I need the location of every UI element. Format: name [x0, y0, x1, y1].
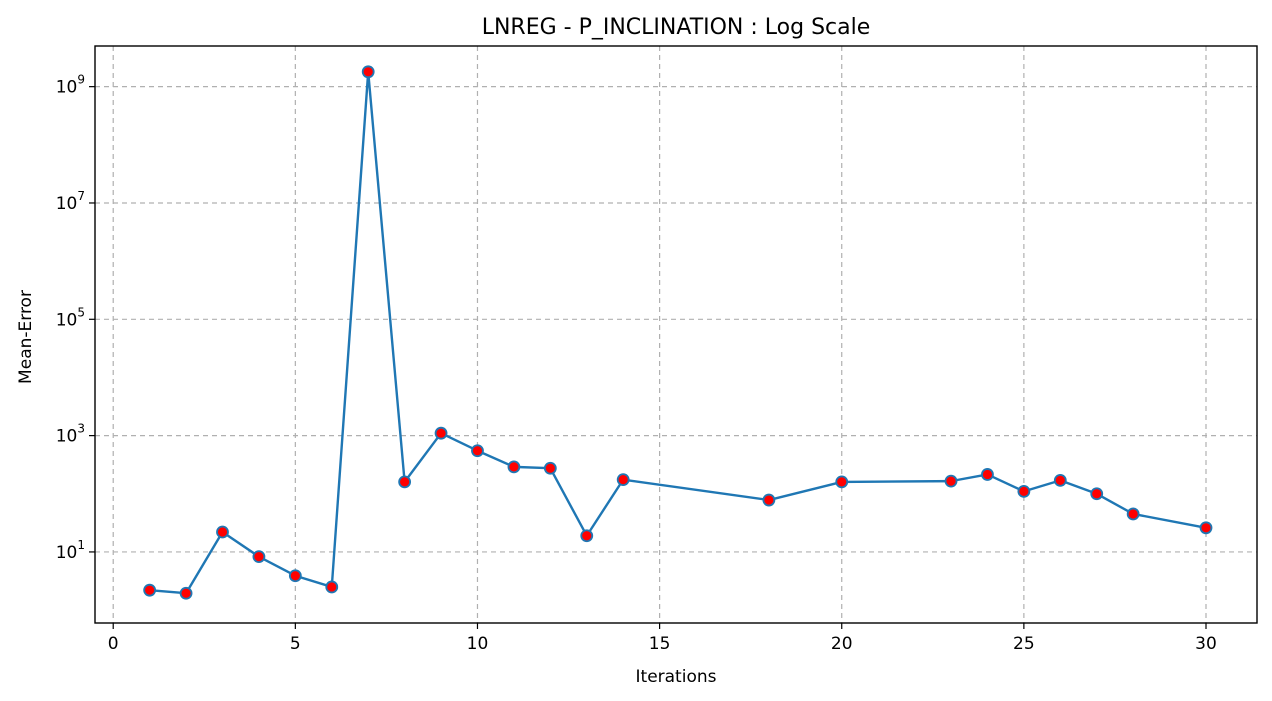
data-point — [1017, 484, 1031, 498]
data-point — [1199, 521, 1213, 535]
data-point — [981, 468, 994, 481]
data-point-layer — [143, 65, 1213, 600]
y-tick-base: 10 — [56, 78, 78, 98]
x-tick-label: 0 — [108, 634, 119, 654]
data-point — [616, 473, 630, 487]
plot-frame — [94, 45, 1258, 624]
data-point — [543, 461, 557, 475]
data-point — [325, 580, 339, 594]
data-point — [944, 474, 958, 488]
y-tick-exponent: 5 — [77, 305, 85, 319]
data-point — [507, 460, 521, 474]
x-tick-label: 25 — [1013, 634, 1035, 654]
y-tick-label: 105 — [56, 305, 85, 330]
y-tick-label: 101 — [56, 538, 85, 563]
y-tick-label: 103 — [56, 422, 85, 447]
data-point — [762, 493, 776, 507]
y-tick-exponent: 1 — [77, 538, 85, 552]
data-point — [835, 475, 849, 489]
y-axis-label: Mean-Error — [16, 290, 36, 384]
data-point — [288, 569, 302, 583]
data-point — [580, 529, 594, 543]
x-tick-label: 30 — [1195, 634, 1217, 654]
data-point — [179, 586, 193, 600]
y-tick-base: 10 — [56, 310, 78, 330]
x-tick-label: 5 — [290, 634, 301, 654]
series-line — [149, 70, 1207, 595]
y-tick-label: 109 — [56, 73, 85, 98]
grid — [95, 46, 1257, 623]
x-tick-label: 10 — [467, 634, 489, 654]
y-tick-base: 10 — [56, 543, 78, 563]
data-point — [1090, 487, 1104, 501]
y-tick-base: 10 — [56, 194, 78, 214]
y-tick-exponent: 3 — [77, 422, 85, 436]
data-point — [471, 444, 484, 458]
y-tick-label: 107 — [56, 189, 85, 214]
y-tick-exponent: 7 — [77, 189, 85, 203]
data-point — [361, 65, 375, 79]
data-point — [1126, 507, 1140, 521]
x-tick-label: 15 — [649, 634, 671, 654]
data-point — [216, 525, 229, 539]
y-tick-exponent: 9 — [77, 73, 85, 87]
data-point — [252, 550, 266, 564]
data-point — [143, 583, 157, 597]
data-point — [1053, 473, 1067, 487]
data-point — [434, 426, 448, 440]
series-line-layer — [149, 70, 1207, 595]
chart-title: LNREG - P_INCLINATION : Log Scale — [482, 15, 871, 40]
x-tick-label: 20 — [831, 634, 853, 654]
data-point — [398, 475, 412, 489]
x-axis-label: Iterations — [636, 667, 717, 687]
x-axis: 0 5 10 15 20 25 30 — [108, 623, 1217, 654]
y-tick-base: 10 — [56, 427, 78, 447]
